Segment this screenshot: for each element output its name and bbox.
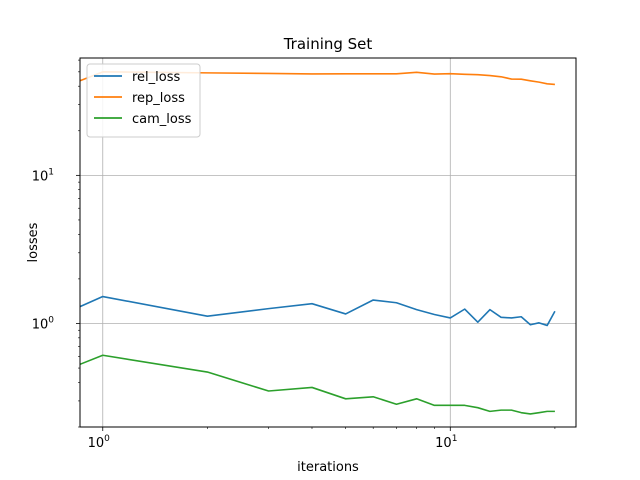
series-line-cam-loss [79,354,555,415]
y-tick-label: 101 [32,167,54,184]
legend: rel_loss rep_loss cam_loss [86,63,201,138]
series-line-rep-loss [79,71,555,86]
x-tick-exponent: 0 [104,434,110,444]
y-tick-base: 10 [32,169,49,184]
legend-label: cam_loss [132,112,192,127]
y-tick-base: 10 [32,317,49,332]
plot-series [79,71,556,415]
y-tick-exponent: 1 [48,167,54,177]
axes-frame [79,57,577,428]
x-tick-label: 101 [435,434,457,451]
x-tick-base: 10 [88,436,105,451]
x-axis-label: iterations [297,460,359,475]
chart-title: Training Set [283,35,373,53]
y-tick-label: 100 [32,315,55,332]
series-line-rel-loss [79,295,556,327]
x-tick-label: 100 [88,434,111,451]
legend-label: rep_loss [132,91,185,106]
x-tick-exponent: 1 [452,434,458,444]
x-tick-base: 10 [435,436,452,451]
legend-label: rel_loss [132,70,181,85]
y-axis-label: losses [26,222,41,262]
y-tick-exponent: 0 [48,315,54,325]
